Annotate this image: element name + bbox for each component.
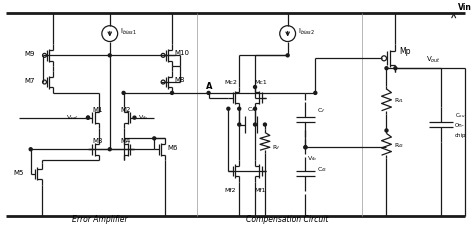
Text: V$_{out}$: V$_{out}$: [426, 55, 441, 65]
Circle shape: [87, 117, 90, 120]
Circle shape: [207, 92, 210, 95]
Circle shape: [171, 92, 173, 95]
Text: Mf2: Mf2: [224, 187, 236, 192]
Text: Mf1: Mf1: [254, 187, 265, 192]
Text: On-: On-: [455, 123, 465, 128]
Text: M8: M8: [174, 77, 184, 83]
Text: C$_{f3}$: C$_{f3}$: [247, 104, 257, 113]
Circle shape: [227, 108, 230, 111]
Circle shape: [304, 146, 307, 149]
Text: V$_{fb}$: V$_{fb}$: [308, 153, 318, 162]
Circle shape: [264, 123, 266, 126]
Circle shape: [385, 67, 388, 70]
Text: M7: M7: [25, 78, 35, 84]
Circle shape: [108, 55, 111, 57]
Circle shape: [286, 55, 289, 57]
Text: C$_f$: C$_f$: [317, 106, 326, 115]
Text: Compensation Circuit: Compensation Circuit: [246, 214, 329, 223]
Circle shape: [304, 146, 307, 149]
Text: R$_{f2}$: R$_{f2}$: [394, 140, 405, 149]
Circle shape: [254, 86, 256, 89]
Text: C$_{f2}$: C$_{f2}$: [317, 165, 328, 174]
Circle shape: [254, 108, 256, 111]
Text: Mc1: Mc1: [254, 80, 267, 85]
Text: Vin: Vin: [457, 3, 472, 12]
Text: I$_{bias1}$: I$_{bias1}$: [119, 26, 137, 37]
Text: A: A: [206, 82, 212, 90]
Text: C$_{ou}$: C$_{ou}$: [455, 111, 465, 120]
Circle shape: [238, 108, 241, 111]
Circle shape: [238, 123, 241, 126]
Text: M3: M3: [92, 138, 102, 144]
Text: R$_{f1}$: R$_{f1}$: [394, 96, 405, 105]
Text: Error Amplifier: Error Amplifier: [72, 214, 128, 223]
Text: M9: M9: [25, 51, 35, 57]
Text: M2: M2: [120, 106, 131, 112]
Text: R$_f$: R$_f$: [272, 142, 280, 151]
Circle shape: [153, 137, 156, 140]
Circle shape: [385, 129, 388, 132]
Text: M5: M5: [13, 169, 23, 175]
Circle shape: [254, 123, 256, 126]
Circle shape: [87, 117, 90, 120]
Text: V$_{fb}$: V$_{fb}$: [138, 113, 149, 122]
Text: M4: M4: [120, 138, 131, 144]
Circle shape: [108, 148, 111, 151]
Circle shape: [133, 117, 136, 120]
Text: chip: chip: [455, 132, 466, 137]
Circle shape: [314, 92, 317, 95]
Text: I$_{bias2}$: I$_{bias2}$: [298, 26, 314, 37]
Circle shape: [29, 148, 32, 151]
Text: M1: M1: [92, 106, 102, 112]
Text: V$_{ref}$: V$_{ref}$: [66, 113, 79, 122]
Circle shape: [394, 67, 397, 70]
Text: M10: M10: [174, 50, 189, 56]
Text: Mp: Mp: [399, 47, 411, 56]
Text: Mc2: Mc2: [224, 80, 237, 85]
Text: M6: M6: [167, 145, 178, 151]
Circle shape: [122, 92, 125, 95]
